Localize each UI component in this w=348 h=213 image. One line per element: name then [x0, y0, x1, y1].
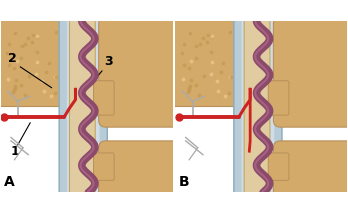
FancyBboxPatch shape [94, 153, 114, 180]
FancyBboxPatch shape [94, 81, 114, 115]
FancyBboxPatch shape [99, 17, 183, 127]
FancyBboxPatch shape [0, 20, 66, 106]
FancyBboxPatch shape [99, 141, 183, 199]
FancyBboxPatch shape [234, 19, 282, 194]
Text: B: B [179, 175, 189, 189]
Text: A: A [4, 175, 15, 189]
FancyBboxPatch shape [274, 141, 348, 199]
FancyBboxPatch shape [268, 81, 289, 115]
FancyBboxPatch shape [67, 20, 100, 193]
FancyBboxPatch shape [172, 20, 241, 106]
Text: 1: 1 [11, 145, 20, 158]
FancyBboxPatch shape [242, 20, 274, 193]
FancyBboxPatch shape [274, 17, 348, 127]
Text: 3: 3 [104, 55, 112, 68]
FancyBboxPatch shape [268, 153, 289, 180]
FancyBboxPatch shape [70, 19, 95, 194]
FancyBboxPatch shape [244, 19, 270, 194]
Text: 2: 2 [8, 52, 16, 65]
FancyBboxPatch shape [59, 19, 107, 194]
